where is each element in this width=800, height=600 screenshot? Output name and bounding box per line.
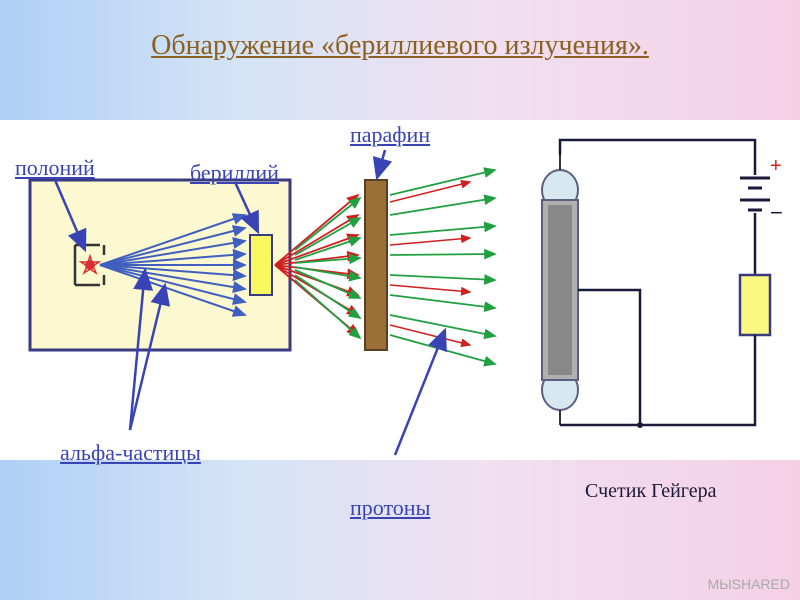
protons-label: протоны xyxy=(350,495,430,521)
svg-text:+: + xyxy=(770,155,782,177)
beryllium-label: бериллий xyxy=(190,160,279,186)
battery-symbol xyxy=(740,178,770,210)
circuit: + − xyxy=(560,140,783,428)
experiment-diagram: + − xyxy=(0,120,800,460)
resistor xyxy=(740,275,770,335)
geiger-counter xyxy=(542,155,578,425)
polonium-label: полоний xyxy=(15,155,95,181)
beryllium-target xyxy=(250,235,272,295)
alpha-label: альфа-частицы xyxy=(60,440,201,466)
page-title: Обнаружение «бериллиевого излучения». xyxy=(0,0,800,62)
svg-text:−: − xyxy=(770,200,783,225)
watermark: МЫSHARED xyxy=(708,576,790,592)
paraffin-label: парафин xyxy=(350,122,430,148)
diagram-area: + − xyxy=(0,120,800,460)
paraffin-block xyxy=(365,180,387,350)
proton-arrows-red xyxy=(390,182,470,345)
geiger-label: Счетик Гейгера xyxy=(585,480,716,503)
